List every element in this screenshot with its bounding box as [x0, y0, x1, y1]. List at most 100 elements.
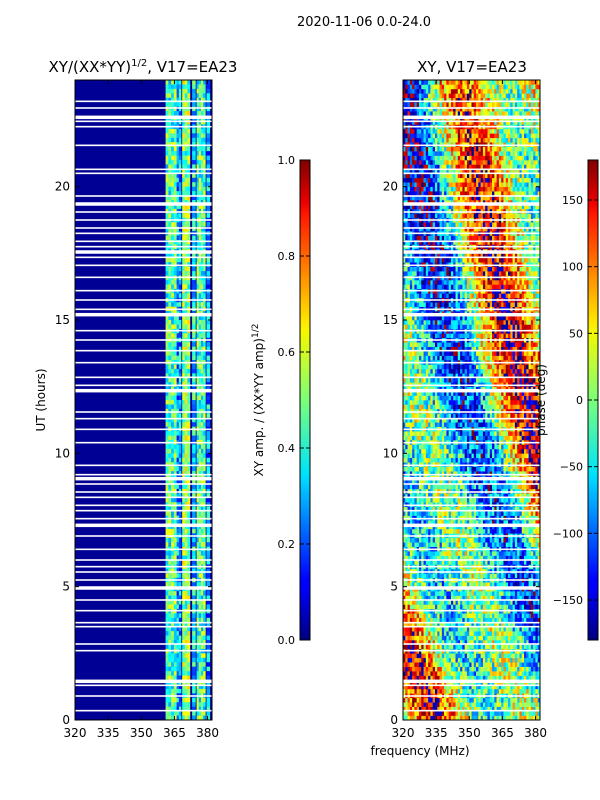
- amplitude-cell: [203, 644, 206, 650]
- amplitude-cell: [200, 195, 204, 201]
- amplitude-cell: [196, 80, 200, 85]
- amplitude-cell: [182, 613, 186, 619]
- phase-cell: [512, 697, 516, 703]
- phase-cell: [473, 635, 477, 641]
- phase-cell: [514, 573, 518, 579]
- phase-cell: [423, 622, 427, 627]
- phase-cell: [498, 537, 502, 543]
- phase-cell: [487, 617, 491, 623]
- phase-cell: [460, 671, 463, 676]
- amplitude-cell: [184, 600, 188, 605]
- phase-cell: [412, 657, 415, 663]
- amplitude-cell: [192, 146, 196, 152]
- phase-cell: [460, 613, 463, 619]
- phase-cell: [489, 631, 493, 636]
- phase-cell: [512, 635, 516, 641]
- amplitude-cell: [198, 204, 202, 210]
- phase-cell: [455, 662, 459, 667]
- phase-cell: [407, 520, 411, 525]
- phase-cell: [489, 653, 493, 659]
- phase-cell: [455, 520, 459, 525]
- amplitude-cell: [200, 355, 204, 361]
- phase-cell: [455, 528, 459, 534]
- amplitude-cell: [198, 186, 202, 192]
- amplitude-cell: [200, 186, 204, 192]
- amplitude-cell: [182, 457, 186, 463]
- phase-cell: [416, 582, 420, 587]
- amplitude-cell: [206, 293, 211, 299]
- amplitude-cell: [176, 133, 180, 139]
- phase-cell: [432, 613, 436, 619]
- amplitude-cell: [173, 320, 177, 325]
- phase-cell: [439, 555, 443, 561]
- amplitude-cell: [196, 595, 200, 601]
- amplitude-cell: [192, 391, 196, 396]
- phase-cell: [414, 537, 417, 543]
- phase-cell: [521, 528, 525, 534]
- amplitude-cell: [182, 444, 186, 450]
- phase-cell: [537, 617, 541, 623]
- phase-cell: [469, 528, 472, 534]
- amplitude-cell: [165, 80, 169, 85]
- phase-cell: [501, 671, 504, 676]
- amplitude-cell: [178, 404, 182, 410]
- phase-cell: [496, 640, 500, 645]
- amplitude-cell: [171, 133, 175, 139]
- phase-cell: [521, 644, 525, 650]
- amplitude-cell: [176, 435, 180, 441]
- amplitude-cell: [206, 235, 211, 241]
- amplitude-cell: [203, 164, 206, 170]
- amplitude-cell: [171, 715, 175, 721]
- amplitude-cell: [206, 106, 211, 112]
- phase-cell: [412, 653, 415, 659]
- amplitude-cell: [203, 168, 206, 174]
- phase-cell: [501, 520, 504, 525]
- amplitude-cell: [198, 168, 202, 174]
- amplitude-cell: [187, 128, 191, 134]
- phase-cell: [517, 537, 520, 543]
- amplitude-cell: [178, 413, 182, 419]
- phase-cell: [441, 520, 445, 525]
- phase-cell: [533, 662, 536, 667]
- amplitude-cell: [184, 457, 188, 463]
- amplitude-cell: [192, 653, 196, 659]
- phase-cell: [453, 697, 456, 703]
- amplitude-cell: [182, 315, 186, 321]
- phase-cell: [418, 702, 422, 707]
- phase-cell: [448, 711, 452, 716]
- amplitude-cell: [176, 182, 180, 187]
- amplitude-cell: [173, 84, 177, 90]
- amplitude-cell: [206, 413, 211, 419]
- phase-cell: [473, 675, 477, 681]
- phase-cell: [517, 591, 520, 596]
- phase-cell: [428, 684, 431, 690]
- amplitude-cell: [184, 555, 188, 561]
- phase-cell: [448, 684, 452, 690]
- amplitude-cell: [198, 493, 202, 499]
- amplitude-cell: [203, 622, 206, 627]
- phase-cell: [421, 662, 424, 667]
- amplitude-cell: [187, 195, 191, 201]
- amplitude-cell: [173, 240, 177, 245]
- amplitude-cell: [203, 186, 206, 192]
- phase-cell: [409, 617, 413, 623]
- amplitude-cell: [196, 342, 200, 347]
- amplitude-cell: [171, 457, 175, 463]
- phase-cell: [464, 595, 468, 601]
- amplitude-cell: [203, 493, 206, 499]
- phase-cell: [498, 711, 502, 716]
- phase-cell: [448, 595, 452, 601]
- phase-cell: [476, 537, 479, 543]
- phase-cell: [505, 702, 509, 707]
- phase-cell: [530, 684, 534, 690]
- amplitude-cell: [165, 302, 169, 307]
- phase-cell: [434, 537, 438, 543]
- amplitude-cell: [168, 666, 172, 672]
- amplitude-cell: [200, 191, 204, 196]
- phase-cell: [496, 537, 500, 543]
- phase-cell: [428, 697, 431, 703]
- amplitude-cell: [200, 173, 204, 179]
- phase-cell: [530, 520, 534, 525]
- phase-cell: [496, 675, 500, 681]
- amplitude-cell: [200, 688, 204, 694]
